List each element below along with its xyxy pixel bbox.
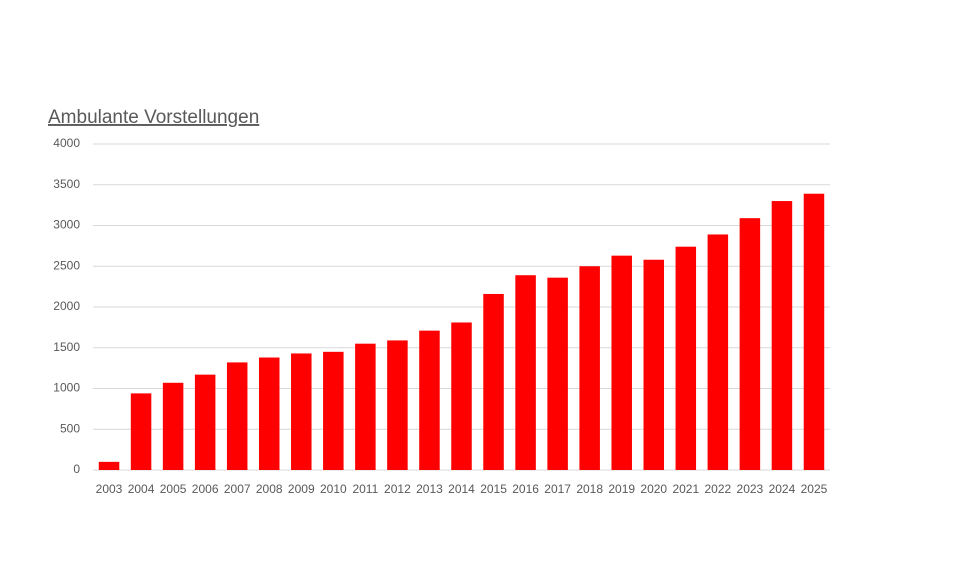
y-tick-label: 1000 <box>53 381 80 395</box>
bar <box>291 353 312 470</box>
x-tick-label: 2016 <box>512 482 539 496</box>
bar <box>547 277 568 470</box>
x-tick-label: 2015 <box>480 482 507 496</box>
chart-title: Ambulante Vorstellungen <box>48 107 259 128</box>
bar <box>483 293 504 470</box>
bar <box>130 393 152 470</box>
x-tick-label: 2005 <box>160 482 187 496</box>
bar <box>258 357 280 470</box>
x-tick-label: 2021 <box>672 482 699 496</box>
y-tick-label: 2500 <box>53 258 80 272</box>
x-tick-label: 2011 <box>352 482 378 496</box>
bar <box>451 322 472 470</box>
x-tick-label: 2004 <box>128 482 155 496</box>
bar <box>771 201 793 471</box>
bar <box>323 351 344 470</box>
bar <box>387 340 408 470</box>
x-tick-label: 2009 <box>288 482 315 496</box>
y-tick-label: 1500 <box>53 340 80 354</box>
x-tick-label: 2025 <box>801 482 828 496</box>
x-tick-label: 2008 <box>256 482 283 496</box>
x-tick-label: 2012 <box>384 482 411 496</box>
bar <box>515 275 536 470</box>
x-tick-label: 2018 <box>576 482 603 496</box>
y-tick-label: 500 <box>60 421 80 435</box>
x-tick-label: 2019 <box>608 482 635 496</box>
bar <box>355 343 376 470</box>
bar <box>226 362 248 470</box>
x-tick-label: 2023 <box>737 482 764 496</box>
x-tick-label: 2003 <box>96 482 123 496</box>
x-tick-label: 2022 <box>704 482 731 496</box>
bar <box>643 259 665 470</box>
bar <box>162 382 184 470</box>
x-tick-label: 2007 <box>224 482 251 496</box>
bar <box>98 461 120 470</box>
x-tick-label: 2024 <box>769 482 796 496</box>
bar <box>675 246 697 470</box>
x-tick-label: 2006 <box>192 482 219 496</box>
y-tick-label: 0 <box>73 462 80 476</box>
x-tick-label: 2013 <box>416 482 443 496</box>
y-tick-label: 3500 <box>53 177 80 191</box>
x-tick-label: 2010 <box>320 482 347 496</box>
x-tick-label: 2014 <box>448 482 475 496</box>
x-tick-label: 2020 <box>640 482 667 496</box>
x-tick-label: 2017 <box>544 482 571 496</box>
bar <box>419 330 440 470</box>
bar <box>707 234 729 470</box>
bar <box>611 255 632 470</box>
y-tick-label: 4000 <box>53 136 80 150</box>
bar <box>579 266 600 470</box>
y-tick-label: 3000 <box>53 218 80 232</box>
bar <box>803 193 825 470</box>
bar <box>194 374 216 470</box>
bar <box>739 218 761 470</box>
y-tick-label: 2000 <box>53 299 80 313</box>
